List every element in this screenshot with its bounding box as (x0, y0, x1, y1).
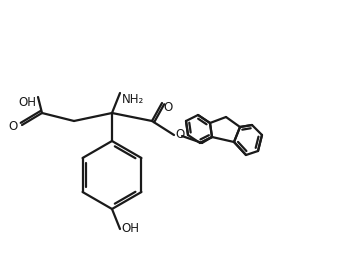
Text: OH: OH (121, 223, 139, 235)
Text: OH: OH (18, 96, 36, 109)
Text: O: O (9, 119, 18, 133)
Text: O: O (175, 129, 184, 141)
Text: NH₂: NH₂ (122, 93, 144, 106)
Text: O: O (163, 101, 172, 114)
